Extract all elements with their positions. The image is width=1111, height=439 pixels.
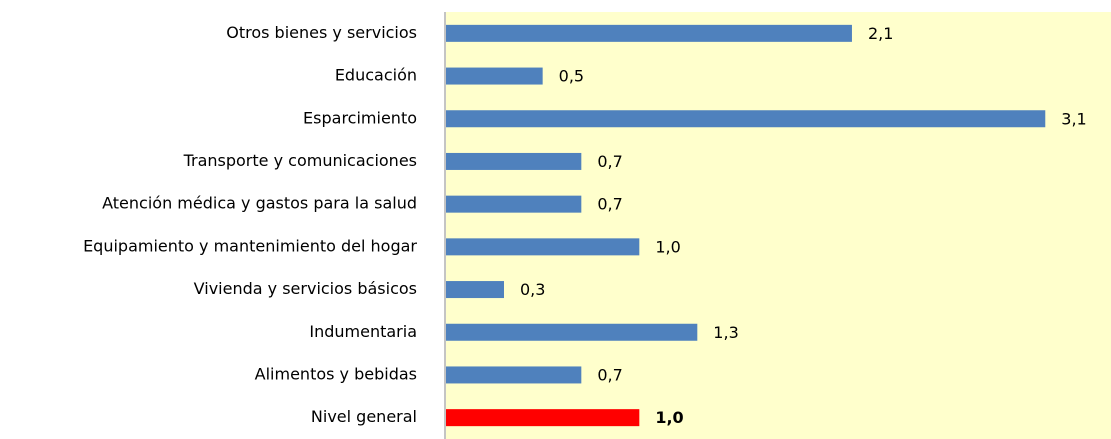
bar [446, 366, 582, 384]
bar [446, 238, 640, 256]
bar [446, 24, 852, 42]
category-label: Vivienda y servicios básicos [194, 279, 417, 298]
bar [446, 67, 543, 85]
value-label: 0,3 [520, 280, 545, 299]
value-label: 0,7 [597, 152, 622, 171]
value-label: 3,1 [1061, 109, 1086, 128]
bar [446, 152, 582, 170]
category-label: Equipamiento y mantenimiento del hogar [83, 236, 417, 255]
bar [446, 110, 1046, 128]
value-label: 0,7 [597, 365, 622, 384]
category-label: Atención médica y gastos para la salud [102, 194, 417, 213]
category-label: Alimentos y bebidas [255, 364, 417, 383]
value-label: 2,1 [868, 24, 893, 43]
category-label: Nivel general [311, 407, 417, 426]
value-label: 1,3 [713, 323, 738, 342]
value-label: 0,7 [597, 195, 622, 214]
category-label: Esparcimiento [303, 108, 417, 127]
category-label: Indumentaria [309, 322, 417, 341]
bar [446, 195, 582, 213]
value-label: 1,0 [655, 237, 680, 256]
value-label: 0,5 [559, 67, 584, 86]
category-label: Otros bienes y servicios [226, 23, 417, 42]
category-label: Transporte y comunicaciones [183, 151, 417, 170]
bar [446, 409, 640, 427]
bar [446, 281, 504, 299]
bar [446, 323, 698, 341]
value-label: 1,0 [655, 408, 683, 427]
category-label: Educación [335, 66, 417, 85]
